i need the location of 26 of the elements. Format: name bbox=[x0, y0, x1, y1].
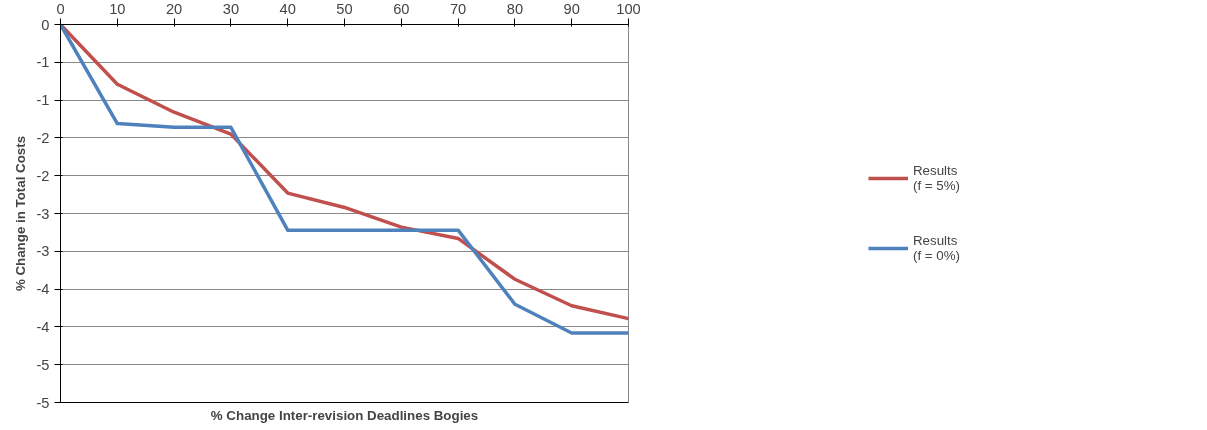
legend-label: Results (f = 0%) bbox=[912, 233, 961, 263]
y-tick-label: -2 bbox=[36, 167, 50, 184]
x-tick-label: 60 bbox=[393, 0, 410, 17]
x-tick-label: 10 bbox=[109, 0, 126, 17]
y-tick-label: -4 bbox=[36, 318, 50, 335]
y-tick-label: -3 bbox=[36, 243, 50, 260]
x-tick-label: 0 bbox=[56, 0, 65, 17]
x-tick-label: 80 bbox=[506, 0, 524, 17]
x-tick-label: 20 bbox=[165, 0, 183, 17]
y-tick-label: 0 bbox=[41, 16, 50, 33]
y-tick-label: -1 bbox=[36, 54, 50, 71]
x-tick-label: 50 bbox=[336, 0, 353, 17]
legend-label: Results (f = 5%) bbox=[912, 163, 961, 193]
y-tick-label: -1 bbox=[36, 92, 50, 109]
x-tick-label: 30 bbox=[222, 0, 240, 17]
y-tick-label: -5 bbox=[36, 356, 50, 373]
y-tick-label: -3 bbox=[36, 205, 50, 222]
y-tick-label: -4 bbox=[36, 281, 50, 298]
x-tick-label: 70 bbox=[449, 0, 467, 17]
x-axis-title: % Change Inter-revision Deadlines Bogies bbox=[210, 407, 479, 423]
y-axis-title: % Change in Total Costs bbox=[13, 135, 29, 292]
y-tick-label: -2 bbox=[36, 129, 50, 146]
x-tick-label: 100 bbox=[616, 0, 641, 17]
y-tick-label: -5 bbox=[36, 394, 50, 411]
x-tick-label: 40 bbox=[279, 0, 296, 17]
x-tick-label: 90 bbox=[563, 0, 580, 17]
